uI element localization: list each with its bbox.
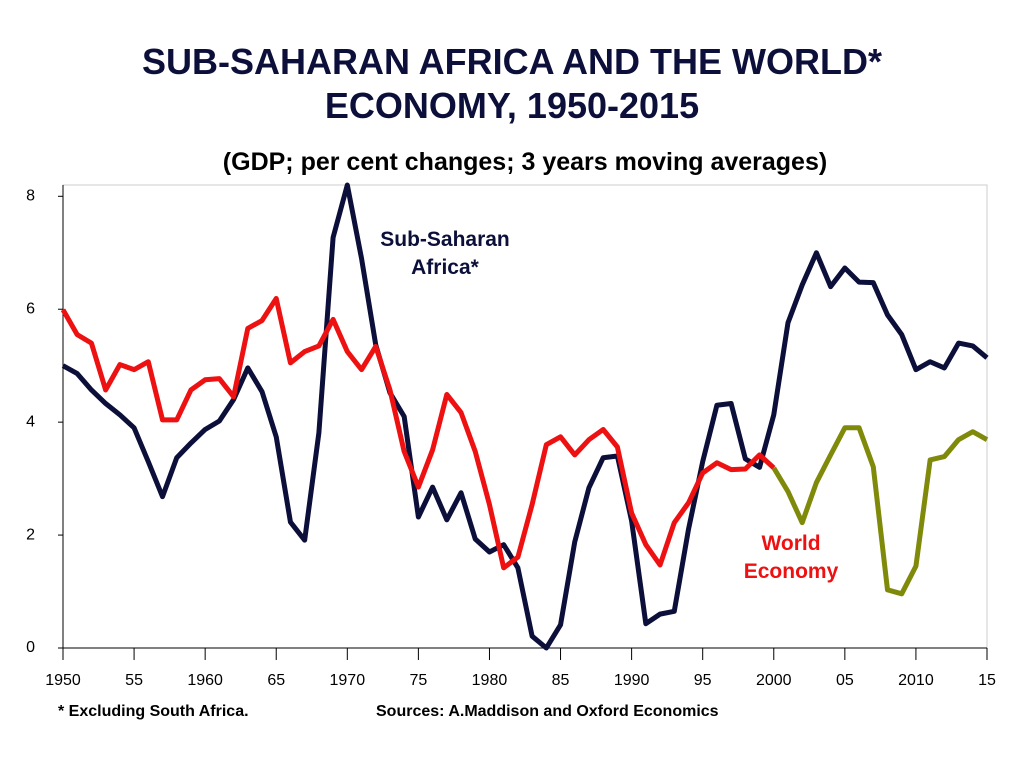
annotation: Sub-Saharan Africa* (380, 228, 510, 279)
line-series (61, 182, 989, 651)
line-series (771, 425, 989, 597)
chart-title: SUB-SAHARAN AFRICA AND THE WORLD* ECONOM… (142, 41, 882, 126)
x-tick-label: 65 (267, 672, 285, 689)
y-tick-label: 0 (26, 639, 35, 656)
x-tick-label: 2010 (898, 672, 934, 689)
y-tick-label: 4 (26, 413, 35, 430)
x-tick-label: 05 (836, 672, 854, 689)
y-tick-label: 2 (26, 526, 35, 543)
y-tick-label: 8 (26, 188, 35, 205)
x-tick-label: 1960 (187, 672, 223, 689)
x-tick-label: 1980 (472, 672, 508, 689)
x-tick-label: 75 (409, 672, 427, 689)
footnote: Sources: A.Maddison and Oxford Economics (376, 703, 719, 720)
y-tick-label: 6 (26, 300, 35, 317)
x-tick-label: 85 (552, 672, 570, 689)
x-tick-label: 1950 (45, 672, 81, 689)
footnote: * Excluding South Africa. (58, 703, 249, 720)
chart-subtitle: (GDP; per cent changes; 3 years moving a… (222, 148, 828, 176)
line-series (60, 295, 776, 571)
x-tick-label: 15 (978, 672, 996, 689)
x-tick-label: 1990 (614, 672, 650, 689)
x-tick-label: 2000 (756, 672, 792, 689)
x-tick-label: 95 (694, 672, 712, 689)
x-tick-label: 1970 (330, 672, 366, 689)
annotation: World Economy (743, 532, 839, 583)
x-tick-label: 55 (125, 672, 143, 689)
